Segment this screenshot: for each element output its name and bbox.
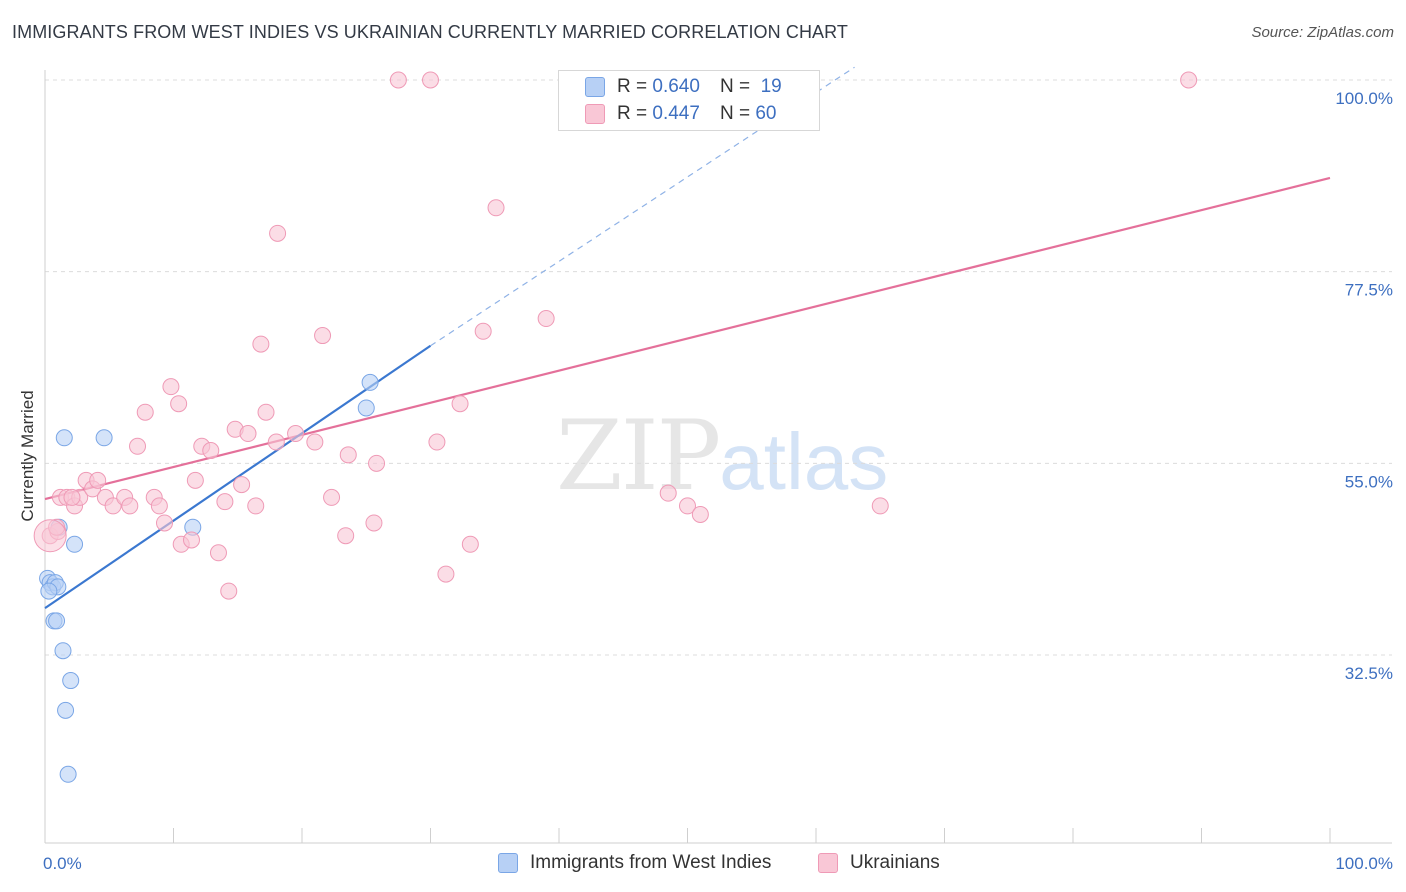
legend-swatch-blue bbox=[585, 77, 605, 97]
point-ukrainians bbox=[287, 425, 305, 443]
series-swatch-pink bbox=[818, 853, 838, 873]
series-legend-item-west-indies: Immigrants from West Indies bbox=[498, 852, 771, 874]
point-ukrainians bbox=[679, 497, 696, 515]
chart-title: IMMIGRANTS FROM WEST INDIES VS UKRAINIAN… bbox=[12, 22, 849, 42]
point-west-indies bbox=[66, 535, 84, 553]
legend-n-label: N = bbox=[719, 103, 751, 124]
point-ukrainians bbox=[216, 493, 234, 511]
point-ukrainians bbox=[129, 437, 147, 455]
legend-n-value: 60 bbox=[755, 103, 777, 124]
point-ukrainians bbox=[150, 497, 168, 515]
point-ukrainians bbox=[252, 335, 270, 353]
legend-n-label: N = bbox=[719, 76, 751, 97]
point-ukrainians bbox=[659, 484, 677, 502]
watermark-zip: ZIP bbox=[556, 400, 721, 512]
legend-row-west-indies: R = 0.640 N = 19 bbox=[585, 75, 782, 99]
point-ukrainians bbox=[306, 433, 324, 451]
point-ukrainians bbox=[428, 433, 446, 451]
point-ukrainians bbox=[537, 310, 555, 328]
point-ukrainians bbox=[451, 395, 469, 413]
point-west-indies bbox=[357, 399, 375, 417]
point-west-indies bbox=[95, 429, 113, 447]
x-tick-label: 0.0% bbox=[43, 854, 82, 873]
point-ukrainians bbox=[136, 403, 154, 421]
point-ukrainians bbox=[1180, 71, 1198, 89]
series-legend-label: Ukrainians bbox=[850, 852, 940, 873]
point-west-indies bbox=[59, 765, 77, 783]
point-ukrainians-large bbox=[33, 519, 67, 553]
source-label: Source: ZipAtlas.com bbox=[1251, 24, 1394, 41]
point-west-indies bbox=[361, 373, 379, 391]
point-ukrainians bbox=[202, 442, 220, 460]
point-west-indies bbox=[40, 582, 58, 600]
point-ukrainians bbox=[474, 322, 492, 340]
legend-row-ukrainians: R = 0.447 N = 60 bbox=[585, 102, 776, 126]
point-ukrainians bbox=[389, 71, 407, 89]
data-points bbox=[33, 71, 1198, 783]
trend-line-ukrainians bbox=[44, 176, 1331, 501]
legend-r-value: 0.447 bbox=[652, 103, 700, 124]
point-ukrainians bbox=[365, 514, 383, 532]
point-ukrainians bbox=[323, 488, 341, 506]
point-west-indies bbox=[54, 642, 72, 660]
point-ukrainians bbox=[487, 199, 505, 217]
point-west-indies bbox=[62, 672, 80, 690]
point-ukrainians bbox=[368, 454, 386, 472]
y-tick-label: 77.5% bbox=[1345, 281, 1393, 300]
y-tick-label: 32.5% bbox=[1345, 664, 1393, 683]
point-ukrainians bbox=[162, 378, 180, 396]
axis-labels: 32.5% 55.0% 77.5% 100.0% 0.0% 100.0% Currently… bbox=[18, 89, 1393, 873]
point-ukrainians bbox=[121, 497, 139, 515]
point-ukrainians bbox=[337, 527, 355, 545]
point-ukrainians bbox=[461, 535, 479, 553]
point-ukrainians bbox=[220, 582, 238, 600]
point-ukrainians bbox=[170, 395, 188, 413]
point-ukrainians bbox=[267, 433, 285, 451]
point-ukrainians bbox=[233, 476, 251, 494]
x-tick-label: 100.0% bbox=[1335, 854, 1393, 873]
point-ukrainians bbox=[437, 565, 455, 583]
point-west-indies bbox=[48, 612, 66, 630]
legend-r-label: R = bbox=[617, 76, 648, 97]
series-swatch-blue bbox=[498, 853, 518, 873]
watermark-atlas: atlas bbox=[719, 417, 889, 506]
legend-r-label: R = bbox=[617, 103, 648, 124]
point-ukrainians bbox=[156, 514, 174, 532]
series-legend-label: Immigrants from West Indies bbox=[530, 852, 772, 873]
point-ukrainians bbox=[186, 471, 204, 489]
point-ukrainians bbox=[269, 224, 287, 242]
legend-r-value: 0.640 bbox=[652, 76, 700, 97]
legend-n-value: 19 bbox=[760, 76, 782, 97]
point-ukrainians bbox=[871, 497, 889, 515]
correlation-legend: R = 0.640 N = 19 R = 0.447 N = 60 bbox=[558, 70, 820, 131]
trend-lines bbox=[44, 66, 1331, 610]
y-axis-title: Currently Married bbox=[18, 390, 37, 521]
point-ukrainians bbox=[339, 446, 357, 464]
point-ukrainians bbox=[239, 425, 257, 443]
watermark: ZIPatlas bbox=[556, 400, 888, 512]
point-west-indies bbox=[55, 429, 73, 447]
point-ukrainians bbox=[691, 505, 709, 523]
point-ukrainians bbox=[422, 71, 439, 89]
point-ukrainians bbox=[182, 531, 200, 549]
y-tick-label: 100.0% bbox=[1335, 89, 1393, 108]
axes bbox=[44, 70, 1392, 844]
point-ukrainians bbox=[247, 497, 265, 515]
point-west-indies bbox=[57, 701, 75, 719]
grid-lines bbox=[45, 79, 1392, 656]
point-ukrainians bbox=[209, 544, 227, 562]
series-legend-item-ukrainians: Ukrainians bbox=[818, 852, 940, 874]
y-tick-label: 55.0% bbox=[1345, 472, 1393, 491]
point-ukrainians bbox=[63, 488, 81, 506]
point-ukrainians bbox=[104, 497, 122, 515]
point-ukrainians bbox=[257, 403, 275, 421]
point-ukrainians bbox=[89, 471, 107, 489]
point-ukrainians bbox=[314, 327, 332, 345]
legend-swatch-pink bbox=[585, 104, 605, 124]
series-legend: Immigrants from West Indies Ukrainians bbox=[0, 852, 1406, 878]
